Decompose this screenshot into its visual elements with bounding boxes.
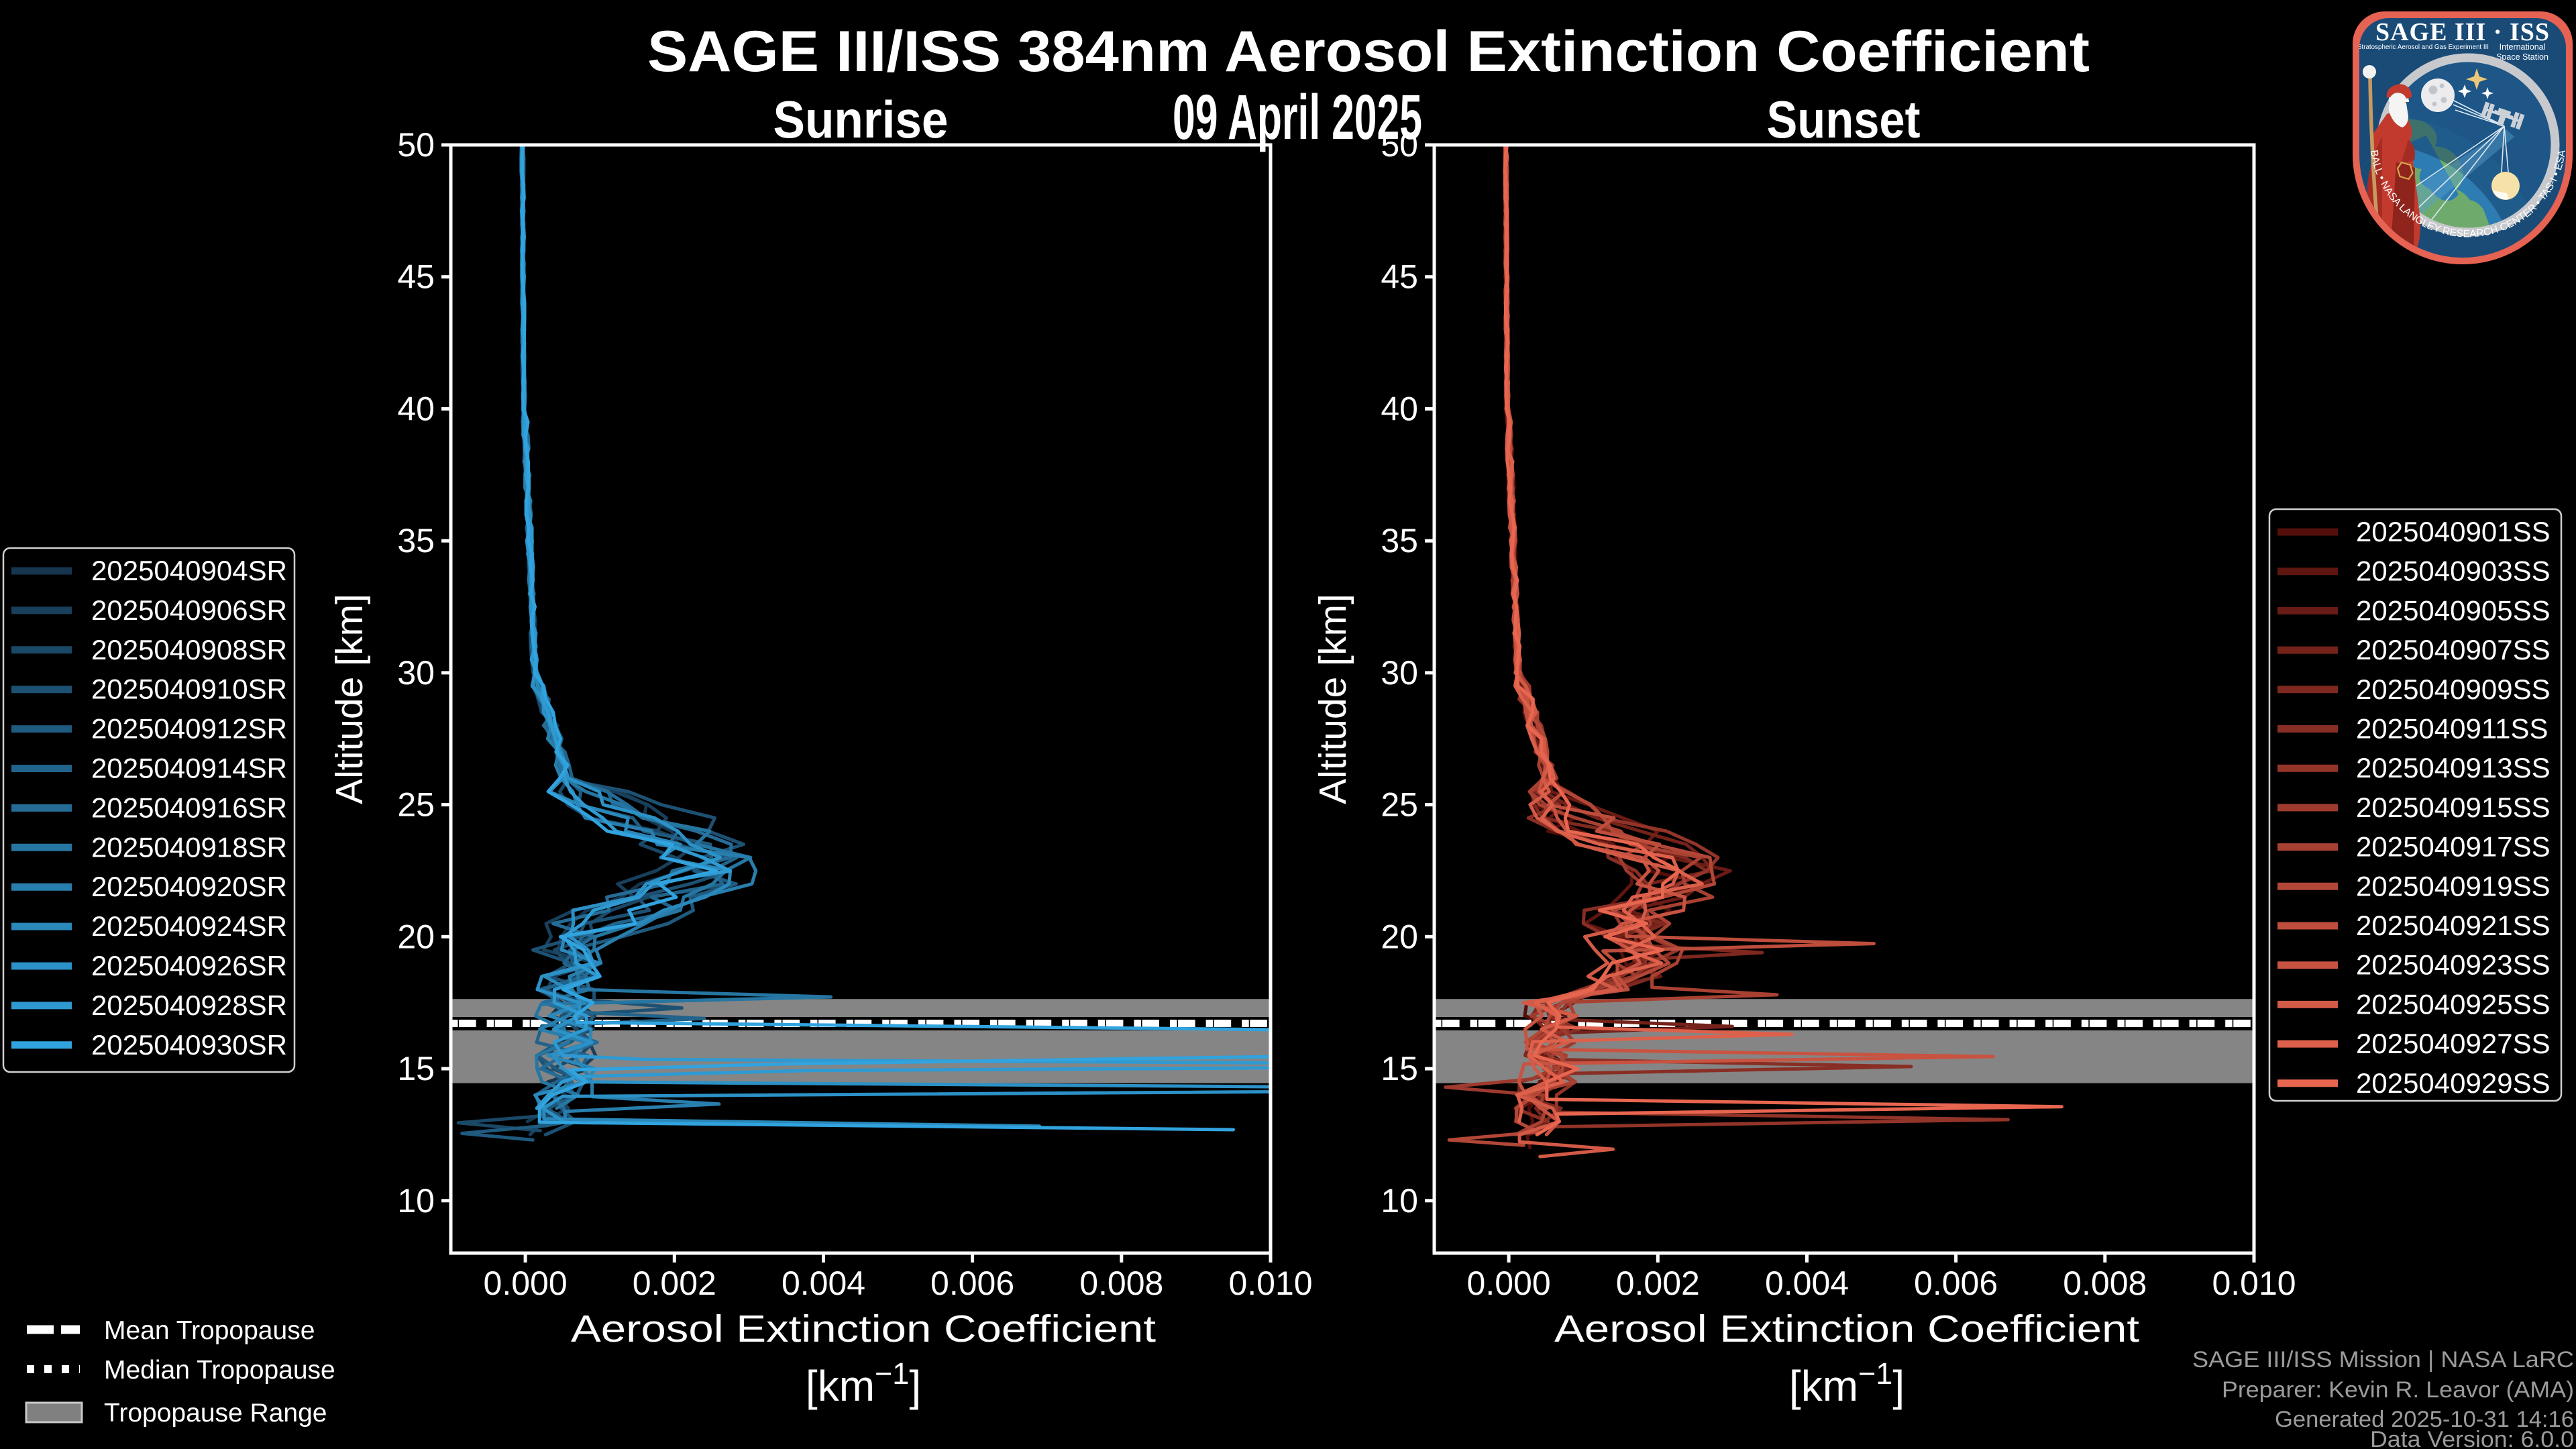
svg-text:0.006: 0.006 bbox=[1914, 1265, 1998, 1302]
svg-text:20: 20 bbox=[1381, 918, 1418, 955]
svg-text:0.004: 0.004 bbox=[782, 1265, 865, 1302]
svg-text:Stratospheric Aerosol and Gas: Stratospheric Aerosol and Gas Experiment… bbox=[2357, 44, 2489, 51]
svg-text:Aerosol Extinction Coefficient: Aerosol Extinction Coefficient bbox=[1554, 1307, 2139, 1350]
svg-text:Sunrise: Sunrise bbox=[773, 90, 949, 149]
svg-text:SAGE III · ISS: SAGE III · ISS bbox=[2375, 18, 2550, 46]
svg-text:2025040921SS: 2025040921SS bbox=[2356, 910, 2551, 941]
svg-text:0.000: 0.000 bbox=[484, 1265, 568, 1302]
svg-text:15: 15 bbox=[1381, 1050, 1418, 1087]
svg-text:15: 15 bbox=[397, 1050, 435, 1087]
svg-text:2025040915SS: 2025040915SS bbox=[2356, 792, 2551, 823]
svg-text:Data Version: 6.0.0: Data Version: 6.0.0 bbox=[2370, 1427, 2574, 1449]
svg-text:0.000: 0.000 bbox=[1467, 1265, 1551, 1302]
svg-text:2025040901SS: 2025040901SS bbox=[2356, 516, 2551, 547]
svg-text:2025040912SR: 2025040912SR bbox=[91, 713, 287, 745]
svg-text:Generated 2025-10-31 14:16: Generated 2025-10-31 14:16 bbox=[2275, 1407, 2574, 1432]
svg-text:45: 45 bbox=[1381, 258, 1418, 296]
svg-text:2025040913SS: 2025040913SS bbox=[2356, 752, 2551, 784]
svg-text:[km−1]: [km−1] bbox=[806, 1356, 921, 1410]
svg-text:40: 40 bbox=[397, 390, 435, 428]
svg-text:30: 30 bbox=[397, 654, 435, 692]
svg-text:2025040926SR: 2025040926SR bbox=[91, 950, 287, 981]
svg-text:2025040906SR: 2025040906SR bbox=[91, 594, 287, 626]
svg-text:2025040911SS: 2025040911SS bbox=[2356, 713, 2548, 745]
svg-text:2025040905SS: 2025040905SS bbox=[2356, 594, 2551, 626]
svg-text:2025040920SR: 2025040920SR bbox=[91, 871, 287, 902]
svg-text:2025040908SR: 2025040908SR bbox=[91, 634, 287, 665]
svg-text:2025040923SS: 2025040923SS bbox=[2356, 949, 2551, 981]
svg-text:2025040928SR: 2025040928SR bbox=[91, 989, 287, 1021]
svg-text:2025040917SS: 2025040917SS bbox=[2356, 831, 2551, 863]
svg-text:Median Tropopause: Median Tropopause bbox=[104, 1356, 335, 1385]
svg-text:0.006: 0.006 bbox=[930, 1265, 1014, 1302]
svg-text:Altitude [km]: Altitude [km] bbox=[328, 594, 371, 804]
svg-text:2025040918SR: 2025040918SR bbox=[91, 831, 287, 863]
svg-text:45: 45 bbox=[397, 258, 435, 296]
svg-text:50: 50 bbox=[1381, 126, 1418, 164]
svg-text:Tropopause Range: Tropopause Range bbox=[104, 1399, 327, 1428]
svg-text:0.008: 0.008 bbox=[2063, 1265, 2147, 1302]
svg-text:30: 30 bbox=[1381, 654, 1418, 692]
svg-text:25: 25 bbox=[1381, 786, 1418, 824]
svg-text:SAGE III/ISS Mission | NASA La: SAGE III/ISS Mission | NASA LaRC bbox=[2192, 1347, 2574, 1373]
svg-text:0.010: 0.010 bbox=[2212, 1265, 2296, 1302]
svg-text:35: 35 bbox=[397, 522, 435, 559]
svg-text:10: 10 bbox=[397, 1182, 435, 1220]
svg-text:25: 25 bbox=[397, 786, 435, 824]
svg-text:SAGE III/ISS 384nm Aerosol Ext: SAGE III/ISS 384nm Aerosol Extinction Co… bbox=[647, 19, 2090, 84]
svg-text:International: International bbox=[2500, 42, 2546, 52]
svg-text:Mean Tropopause: Mean Tropopause bbox=[104, 1316, 315, 1345]
svg-text:2025040910SR: 2025040910SR bbox=[91, 674, 287, 705]
svg-text:2025040930SR: 2025040930SR bbox=[91, 1029, 287, 1061]
svg-text:2025040927SS: 2025040927SS bbox=[2356, 1028, 2551, 1059]
svg-text:0.010: 0.010 bbox=[1228, 1265, 1312, 1302]
svg-text:2025040924SR: 2025040924SR bbox=[91, 910, 287, 942]
svg-text:09 April 2025: 09 April 2025 bbox=[1173, 82, 1422, 153]
svg-text:0.002: 0.002 bbox=[1616, 1265, 1700, 1302]
svg-text:2025040925SS: 2025040925SS bbox=[2356, 988, 2551, 1020]
svg-text:0.004: 0.004 bbox=[1765, 1265, 1849, 1302]
svg-text:10: 10 bbox=[1381, 1182, 1418, 1220]
svg-text:Space Station: Space Station bbox=[2496, 52, 2548, 62]
svg-text:50: 50 bbox=[397, 126, 435, 164]
svg-text:2025040929SS: 2025040929SS bbox=[2356, 1067, 2551, 1099]
svg-text:2025040914SR: 2025040914SR bbox=[91, 753, 287, 784]
svg-text:Aerosol Extinction Coefficient: Aerosol Extinction Coefficient bbox=[571, 1307, 1156, 1350]
svg-text:2025040909SS: 2025040909SS bbox=[2356, 674, 2551, 705]
svg-text:2025040916SR: 2025040916SR bbox=[91, 792, 287, 823]
svg-text:Altitude [km]: Altitude [km] bbox=[1311, 594, 1354, 804]
svg-text:0.008: 0.008 bbox=[1079, 1265, 1163, 1302]
svg-text:40: 40 bbox=[1381, 390, 1418, 428]
svg-text:0.002: 0.002 bbox=[633, 1265, 716, 1302]
svg-text:2025040907SS: 2025040907SS bbox=[2356, 634, 2551, 665]
svg-text:Sunset: Sunset bbox=[1767, 90, 1921, 149]
svg-text:2025040904SR: 2025040904SR bbox=[91, 555, 287, 586]
svg-text:2025040919SS: 2025040919SS bbox=[2356, 870, 2551, 902]
svg-text:2025040903SS: 2025040903SS bbox=[2356, 555, 2551, 587]
svg-text:20: 20 bbox=[397, 918, 435, 955]
svg-text:Preparer: Kevin R. Leavor (AMA: Preparer: Kevin R. Leavor (AMA) bbox=[2222, 1377, 2574, 1403]
svg-text:35: 35 bbox=[1381, 522, 1418, 559]
